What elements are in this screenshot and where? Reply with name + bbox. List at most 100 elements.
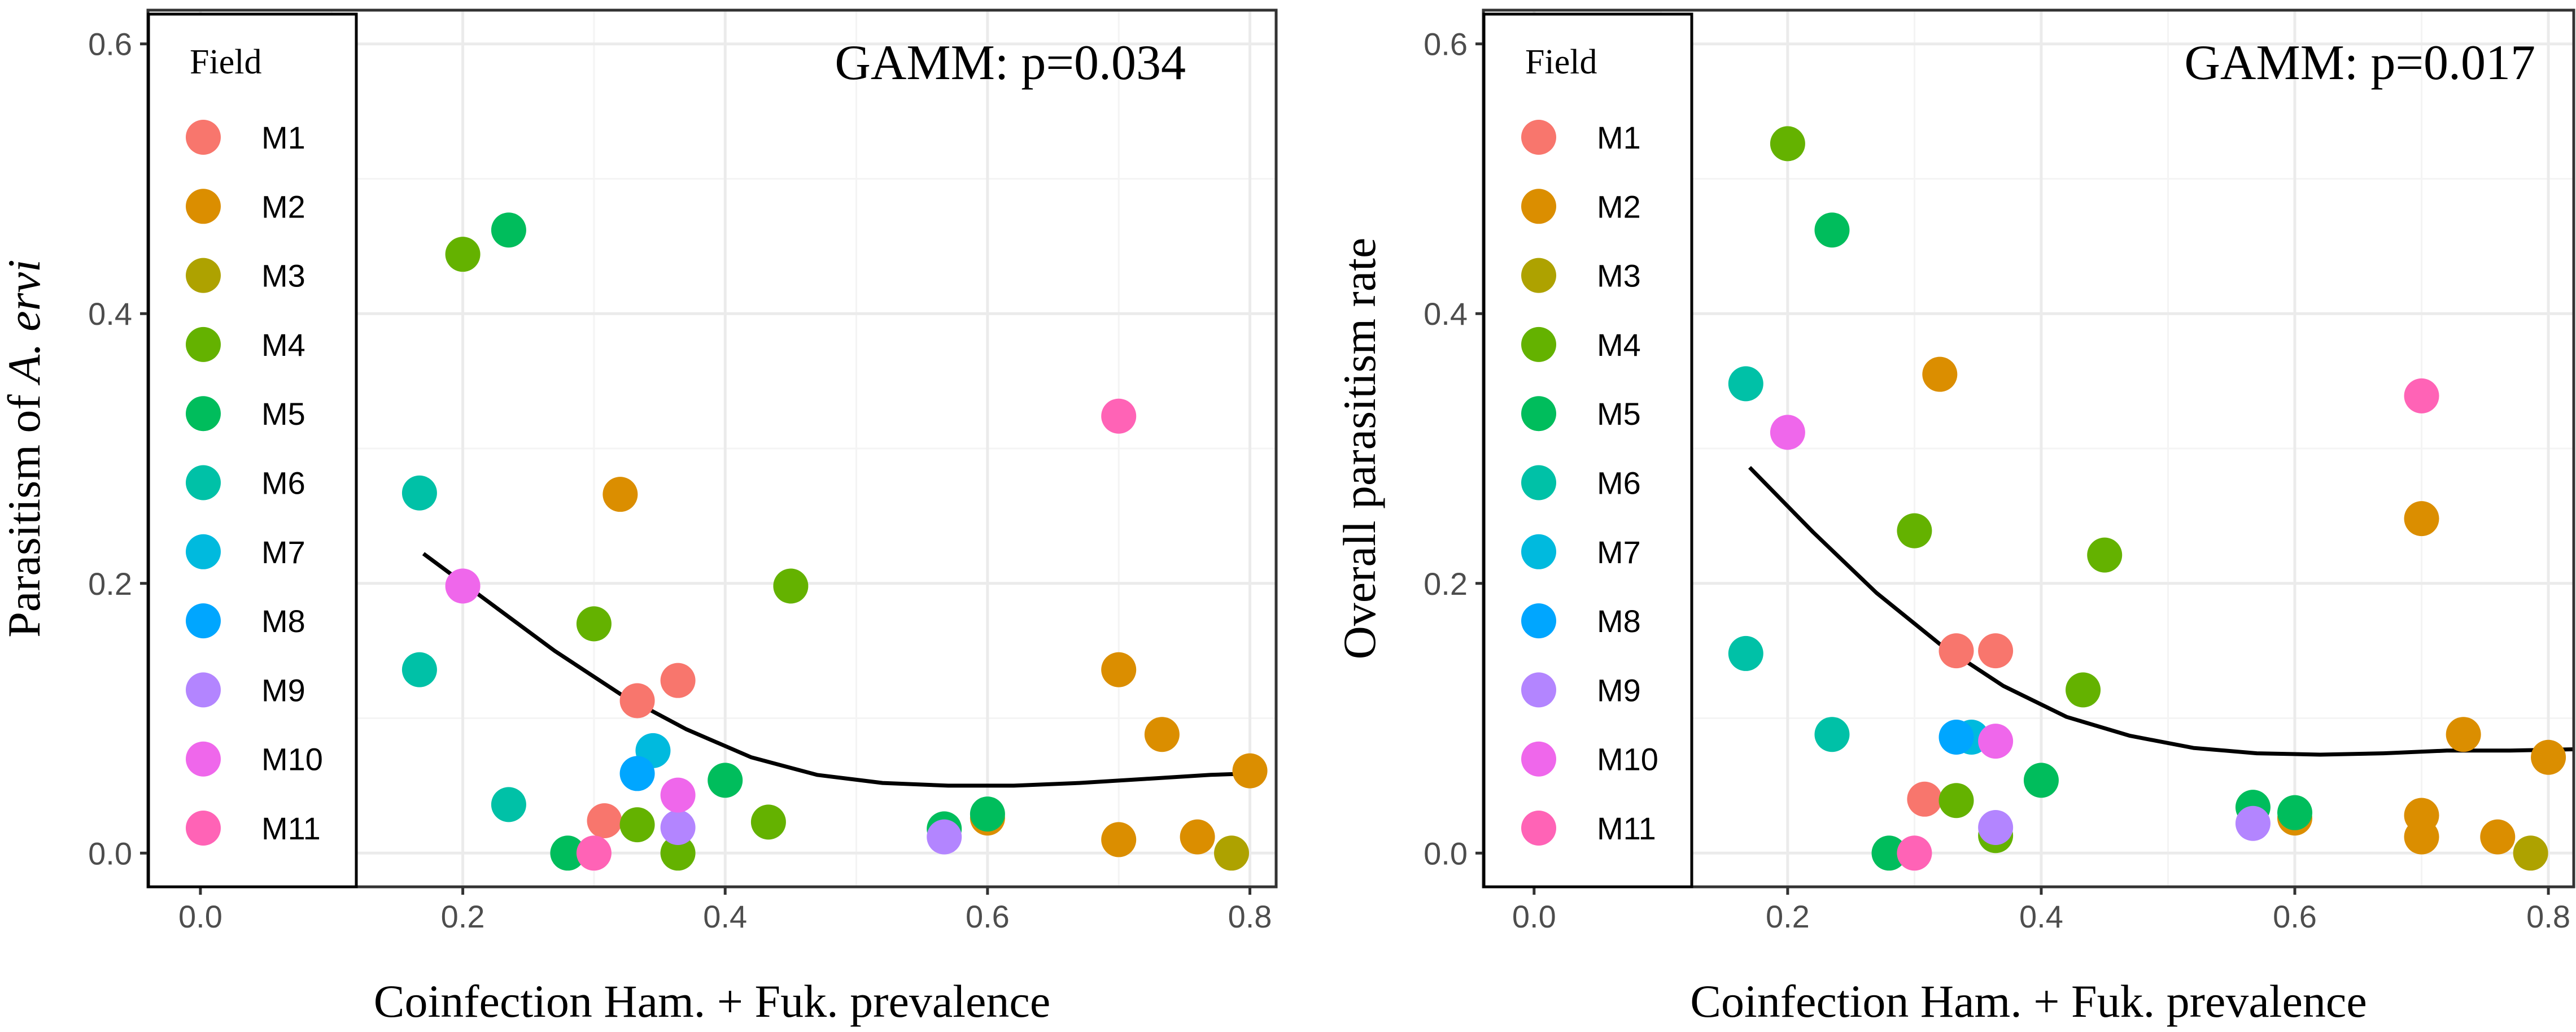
legend-label-m10: M10 xyxy=(261,742,323,777)
data-point-m4 xyxy=(2066,672,2101,708)
data-point-m4 xyxy=(619,807,655,843)
legend-key-m4 xyxy=(186,326,221,362)
legend-label-m3: M3 xyxy=(1597,258,1641,294)
data-point-m11 xyxy=(576,835,612,871)
data-point-m1 xyxy=(619,683,655,719)
legend-key-m9 xyxy=(1521,672,1556,708)
x-tick-label: 0.2 xyxy=(441,899,485,934)
data-point-m4 xyxy=(2087,537,2123,573)
chart-panel-2: 0.0 0.2 0.4 0.6 0.8 0.0 0.2 0.4 0.6 Coinfection H… xyxy=(1334,8,2575,1027)
legend-label-m1: M1 xyxy=(261,120,305,155)
data-point-m2 xyxy=(2446,717,2481,752)
data-point-m2 xyxy=(1180,819,1215,855)
y-tick-label: 0.0 xyxy=(88,835,132,871)
data-point-m4 xyxy=(750,804,786,840)
data-point-m9 xyxy=(1978,809,2014,845)
data-point-m9 xyxy=(2235,805,2271,841)
legend-box xyxy=(147,12,358,889)
x-tick-label: 0.6 xyxy=(2273,899,2317,934)
legend-key-m8 xyxy=(186,603,221,639)
legend-label-m9: M9 xyxy=(261,672,305,708)
x-tick-label: 0.4 xyxy=(2019,899,2063,934)
y-axis-title: Parasitism of A. ervi xyxy=(0,259,50,638)
data-point-m4 xyxy=(660,835,696,871)
data-point-m2 xyxy=(1101,652,1137,687)
legend-key-m8 xyxy=(1521,603,1556,639)
x-tick-label: 0.0 xyxy=(178,899,222,934)
legend-title: Field xyxy=(1525,43,1597,81)
y-tick-label: 0.4 xyxy=(1424,296,1468,332)
data-point-m2 xyxy=(1922,356,1958,392)
legend-label-m5: M5 xyxy=(261,396,305,432)
data-point-m2 xyxy=(2531,739,2566,775)
legend-title: Field xyxy=(190,43,261,81)
legend-key-m4 xyxy=(1521,326,1556,362)
x-axis-title: Coinfection Ham. + Fuk. prevalence xyxy=(1690,976,2367,1027)
data-point-m1 xyxy=(1907,781,1942,817)
legend-label-m4: M4 xyxy=(1597,327,1641,363)
data-point-m9 xyxy=(927,819,962,855)
y-tick-label: 0.2 xyxy=(1424,566,1468,602)
legend-label-m4: M4 xyxy=(261,327,305,363)
legend-key-m1 xyxy=(186,120,221,155)
x-tick-label: 0.8 xyxy=(1228,899,1272,934)
chart-panel-1: 0.0 0.2 0.4 0.6 0.8 0.0 0.2 0.4 0.6 Coinfection H… xyxy=(0,8,1278,1027)
data-point-m4 xyxy=(576,606,612,642)
legend-label-m6: M6 xyxy=(261,465,305,501)
y-tick-label: 0.0 xyxy=(1424,835,1468,871)
legend-key-m6 xyxy=(186,465,221,500)
legend-key-m1 xyxy=(1521,120,1556,155)
legend-label-m5: M5 xyxy=(1597,396,1641,432)
data-point-m2 xyxy=(1232,753,1268,789)
data-point-m3 xyxy=(2513,835,2548,871)
y-axis-title: Overall parasitism rate xyxy=(1334,238,1385,660)
legend-label-m10: M10 xyxy=(1597,742,1658,777)
data-point-m4 xyxy=(1770,126,1805,162)
legend-key-m3 xyxy=(1521,258,1556,293)
y-tick-label: 0.4 xyxy=(88,296,132,332)
data-point-m10 xyxy=(1770,415,1805,450)
data-point-m4 xyxy=(1897,513,1932,548)
legend-key-m2 xyxy=(186,189,221,224)
legend-label-m7: M7 xyxy=(1597,534,1641,570)
x-axis-title: Coinfection Ham. + Fuk. prevalence xyxy=(374,976,1050,1027)
legend-label-m11: M11 xyxy=(1597,811,1656,846)
data-point-m6 xyxy=(1728,366,1763,402)
x-tick-label: 0.8 xyxy=(2526,899,2570,934)
legend-key-m11 xyxy=(1521,811,1556,846)
data-point-m5 xyxy=(2277,795,2313,830)
data-point-m5 xyxy=(550,835,586,871)
gamm-annotation: GAMM: p=0.034 xyxy=(835,36,1186,90)
data-point-m9 xyxy=(660,809,696,845)
legend-label-m8: M8 xyxy=(261,603,305,639)
gamm-annotation: GAMM: p=0.017 xyxy=(2184,36,2535,90)
legend-label-m1: M1 xyxy=(1597,120,1641,155)
x-tick-label: 0.0 xyxy=(1512,899,1556,934)
data-point-m1 xyxy=(1938,633,1974,669)
x-tick-label: 0.2 xyxy=(1766,899,1810,934)
legend-key-m9 xyxy=(186,672,221,708)
data-point-m3 xyxy=(1214,835,1250,871)
data-point-m5 xyxy=(2023,763,2059,798)
data-point-m11 xyxy=(1101,398,1137,434)
legend-key-m6 xyxy=(1521,465,1556,500)
legend-label-m11: M11 xyxy=(261,811,321,846)
data-point-m4 xyxy=(1938,783,1974,818)
legend-key-m10 xyxy=(1521,741,1556,777)
legend-label-m7: M7 xyxy=(261,534,305,570)
gam-smooth-line xyxy=(422,552,1250,788)
data-point-m11 xyxy=(1897,835,1932,871)
legend-key-m7 xyxy=(186,534,221,569)
y-tick-label: 0.2 xyxy=(88,566,132,602)
x-tick-label: 0.6 xyxy=(966,899,1010,934)
legend-label-m9: M9 xyxy=(1597,672,1641,708)
data-point-m11 xyxy=(2404,378,2439,413)
data-point-m2 xyxy=(2480,819,2516,855)
legend-key-m5 xyxy=(1521,396,1556,432)
data-point-m4 xyxy=(445,237,481,272)
data-point-m5 xyxy=(970,796,1005,832)
data-point-m1 xyxy=(660,663,696,698)
legend-key-m11 xyxy=(186,811,221,846)
data-point-m5 xyxy=(1814,212,1850,248)
data-point-m5 xyxy=(1871,835,1907,871)
